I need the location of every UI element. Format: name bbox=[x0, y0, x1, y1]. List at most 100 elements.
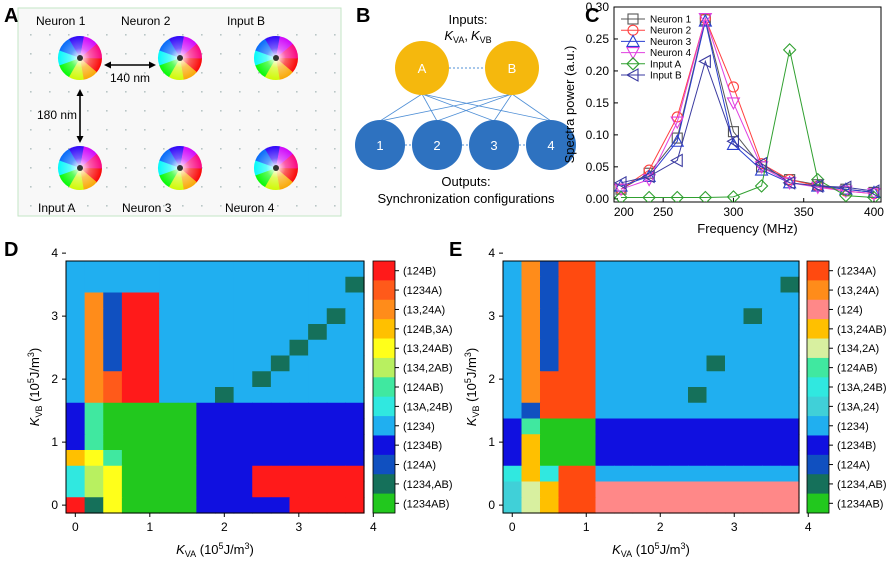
heatmap-cell bbox=[252, 276, 272, 294]
grid-dot bbox=[334, 91, 336, 93]
legend-swatch bbox=[373, 280, 395, 301]
network-edges bbox=[379, 67, 552, 146]
grid-dot bbox=[144, 72, 146, 74]
heatmap-cell bbox=[706, 371, 726, 388]
heatmap-cell bbox=[540, 324, 560, 341]
marker-diamond bbox=[754, 179, 769, 193]
x-label-part: 5 bbox=[655, 541, 660, 551]
heatmap-cell bbox=[84, 339, 104, 357]
y-label-part: (10 bbox=[27, 383, 42, 405]
heatmap-cell bbox=[345, 387, 365, 404]
heatmap-cell bbox=[177, 497, 197, 514]
heatmap-cell bbox=[762, 481, 782, 498]
heatmap-cell bbox=[558, 324, 578, 341]
heatmap-cell bbox=[762, 324, 782, 341]
heatmap-cell bbox=[614, 292, 634, 309]
x-axis-label: KVA (105J/m3) bbox=[176, 541, 254, 559]
heatmap-cell bbox=[632, 465, 652, 483]
skyrmion-1 bbox=[58, 36, 102, 80]
grid-dot bbox=[296, 34, 298, 36]
heatmap-cell bbox=[289, 292, 309, 309]
heatmap-frame bbox=[65, 260, 365, 514]
grid-dot bbox=[315, 167, 317, 169]
grid-dot bbox=[106, 91, 108, 93]
heatmap-cell bbox=[632, 450, 652, 467]
panel-label-e: E bbox=[449, 239, 462, 261]
heatmap-cell bbox=[252, 261, 272, 278]
heatmap-cell bbox=[614, 308, 634, 325]
output-node-label: 3 bbox=[490, 138, 497, 153]
grid-dot bbox=[106, 167, 108, 169]
series-line bbox=[620, 16, 875, 195]
grid-dot bbox=[125, 110, 127, 112]
grid-dot bbox=[220, 72, 222, 74]
marker-diamond bbox=[698, 190, 713, 202]
heatmap-cell bbox=[614, 276, 634, 294]
heatmap-cell bbox=[521, 481, 541, 498]
marker-triangle-up bbox=[698, 13, 713, 27]
x-tick-label: 4 bbox=[805, 520, 812, 534]
heatmap-cell bbox=[706, 387, 726, 404]
grid-dot bbox=[220, 129, 222, 131]
heatmap-cell bbox=[688, 418, 708, 435]
marker-triangle-up bbox=[642, 169, 657, 182]
heatmap-cell bbox=[159, 308, 179, 325]
heatmap-cell bbox=[595, 402, 615, 420]
heatmap-cell bbox=[289, 339, 309, 357]
heatmap-cell bbox=[762, 450, 782, 467]
heatmap-cell bbox=[140, 261, 160, 278]
heatmap-cell bbox=[688, 276, 708, 294]
heatmap-cell bbox=[706, 292, 726, 309]
heatmap-cell bbox=[270, 339, 291, 357]
heatmap-cell bbox=[558, 434, 578, 451]
heatmap-cell bbox=[270, 465, 291, 483]
heatmap-cell bbox=[84, 292, 104, 309]
grid-dot bbox=[258, 34, 260, 36]
heatmap-cell bbox=[196, 339, 216, 357]
grid-dot bbox=[144, 205, 146, 207]
heatmap-cell bbox=[780, 371, 800, 388]
heatmap-cell bbox=[103, 497, 123, 514]
grid-dot bbox=[144, 148, 146, 150]
marker-triangle-left bbox=[698, 54, 711, 69]
heatmap-cell bbox=[252, 418, 272, 435]
heatmap-cell bbox=[651, 465, 671, 483]
grid-dot bbox=[239, 53, 241, 55]
heatmap-cell bbox=[233, 371, 253, 388]
grid-dot bbox=[68, 110, 70, 112]
y-label-part: 5 bbox=[463, 378, 473, 383]
heatmap-cell bbox=[84, 465, 104, 483]
heatmap-cell bbox=[196, 324, 216, 341]
grid-dot bbox=[201, 148, 203, 150]
grid-dot bbox=[201, 110, 203, 112]
heatmap-cell bbox=[177, 261, 197, 278]
heatmap-cell bbox=[706, 402, 726, 420]
heatmap-cell bbox=[252, 465, 272, 483]
grid-dot bbox=[125, 53, 127, 55]
y-tick-label: 0.30 bbox=[586, 0, 610, 14]
spacing-x-label: 140 nm bbox=[110, 71, 150, 85]
heatmap-cell bbox=[289, 481, 309, 498]
heatmap-cell bbox=[103, 261, 123, 278]
y-tick-label: 0 bbox=[488, 498, 495, 512]
heatmap-cell bbox=[140, 481, 160, 498]
heatmap-cell bbox=[540, 261, 560, 278]
heatmap-cell bbox=[326, 418, 346, 435]
heatmap-cell bbox=[345, 292, 365, 309]
heatmap-cell bbox=[159, 481, 179, 498]
marker-diamond bbox=[726, 190, 741, 202]
heatmap-cell bbox=[780, 308, 800, 325]
series-line bbox=[620, 59, 875, 192]
heatmap-cell bbox=[725, 339, 745, 357]
grid-dot bbox=[163, 148, 165, 150]
marker-triangle-left bbox=[838, 180, 852, 195]
heatmap-cell bbox=[326, 261, 346, 278]
legend-label: (124B) bbox=[403, 266, 436, 278]
heatmap-cell bbox=[215, 481, 235, 498]
heatmap-cell bbox=[84, 418, 104, 435]
heatmap-cell bbox=[577, 434, 597, 451]
heatmap-cell bbox=[521, 261, 541, 278]
legend-label: (1234) bbox=[403, 421, 435, 433]
legend-label: (13,24AB) bbox=[837, 324, 886, 336]
grid-dot bbox=[30, 129, 32, 131]
